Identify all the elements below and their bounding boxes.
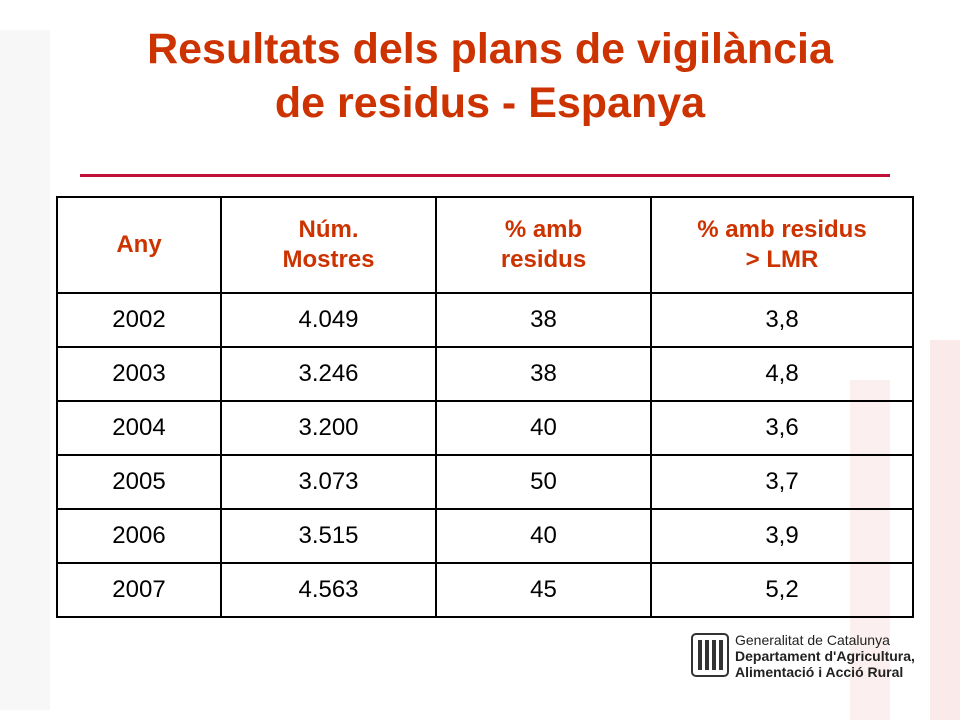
column-header: % amb residus: [435, 196, 652, 294]
title: Resultats dels plans de vigilància de re…: [40, 22, 940, 130]
title-line: Resultats dels plans de vigilància: [147, 25, 833, 73]
table-cell: 38: [435, 346, 652, 402]
table-cell: 2002: [56, 292, 222, 348]
table-cell: 2003: [56, 346, 222, 402]
table-cell: 5,2: [650, 562, 914, 618]
header-row: Any Núm. Mostres% amb residus% amb residus >…: [56, 196, 914, 294]
logo-line: Alimentació i Acció Rural: [735, 664, 904, 680]
header-line: % amb: [504, 216, 583, 243]
table-row: 2004 3.200 40 3,6: [56, 400, 914, 456]
header-line: > LMR: [745, 246, 819, 273]
table-cell: 38: [435, 292, 652, 348]
table-cell: 2004: [56, 400, 222, 456]
table-cell: 3,6: [650, 400, 914, 456]
table-cell: 50: [435, 454, 652, 510]
table-cell: 3,7: [650, 454, 914, 510]
logo-line: Generalitat de Catalunya: [735, 632, 890, 648]
table-cell: 2007: [56, 562, 222, 618]
table-row: 2006 3.515 40 3,9: [56, 508, 914, 564]
table-cell: 45: [435, 562, 652, 618]
table-row: 2005 3.073 50 3,7: [56, 454, 914, 510]
table-cell: 2006: [56, 508, 222, 564]
column-header: % amb residus > LMR: [650, 196, 914, 294]
header-line: % amb residus: [697, 216, 867, 243]
title-line: de residus - Espanya: [274, 79, 706, 127]
table-cell: 3.246: [220, 346, 437, 402]
logo-line: Departament d'Agricultura,: [735, 648, 915, 664]
table-row: 2007 4.563 45 5,2: [56, 562, 914, 618]
header-line: residus: [500, 246, 587, 273]
table-row: 2002 4.049 38 3,8: [56, 292, 914, 348]
table-cell: 3.073: [220, 454, 437, 510]
table-cell: 4.049: [220, 292, 437, 348]
table-cell: 3,8: [650, 292, 914, 348]
logo-text: Generalitat de Catalunya Departament d'A…: [735, 632, 915, 680]
logo-icon: [691, 633, 729, 677]
table-cell: 40: [435, 400, 652, 456]
table-cell: 40: [435, 508, 652, 564]
table-cell: 3.515: [220, 508, 437, 564]
table-body: 2002 4.049 38 3,8 2003 3.246 38 4,8 2004 3.200 40 3…: [56, 292, 914, 618]
table-row: 2003 3.246 38 4,8: [56, 346, 914, 402]
header-line: Mostres: [282, 246, 375, 273]
table-cell: 2005: [56, 454, 222, 510]
title-rule: [80, 174, 890, 177]
column-header: Any: [56, 196, 222, 294]
table-cell: 4,8: [650, 346, 914, 402]
header-line: Núm.: [298, 216, 359, 243]
column-header: Núm. Mostres: [220, 196, 437, 294]
table-cell: 3,9: [650, 508, 914, 564]
table-cell: 4.563: [220, 562, 437, 618]
table: Any Núm. Mostres% amb residus% amb residus >…: [56, 196, 914, 618]
table-cell: 3.200: [220, 400, 437, 456]
header-line: Any: [116, 231, 162, 258]
